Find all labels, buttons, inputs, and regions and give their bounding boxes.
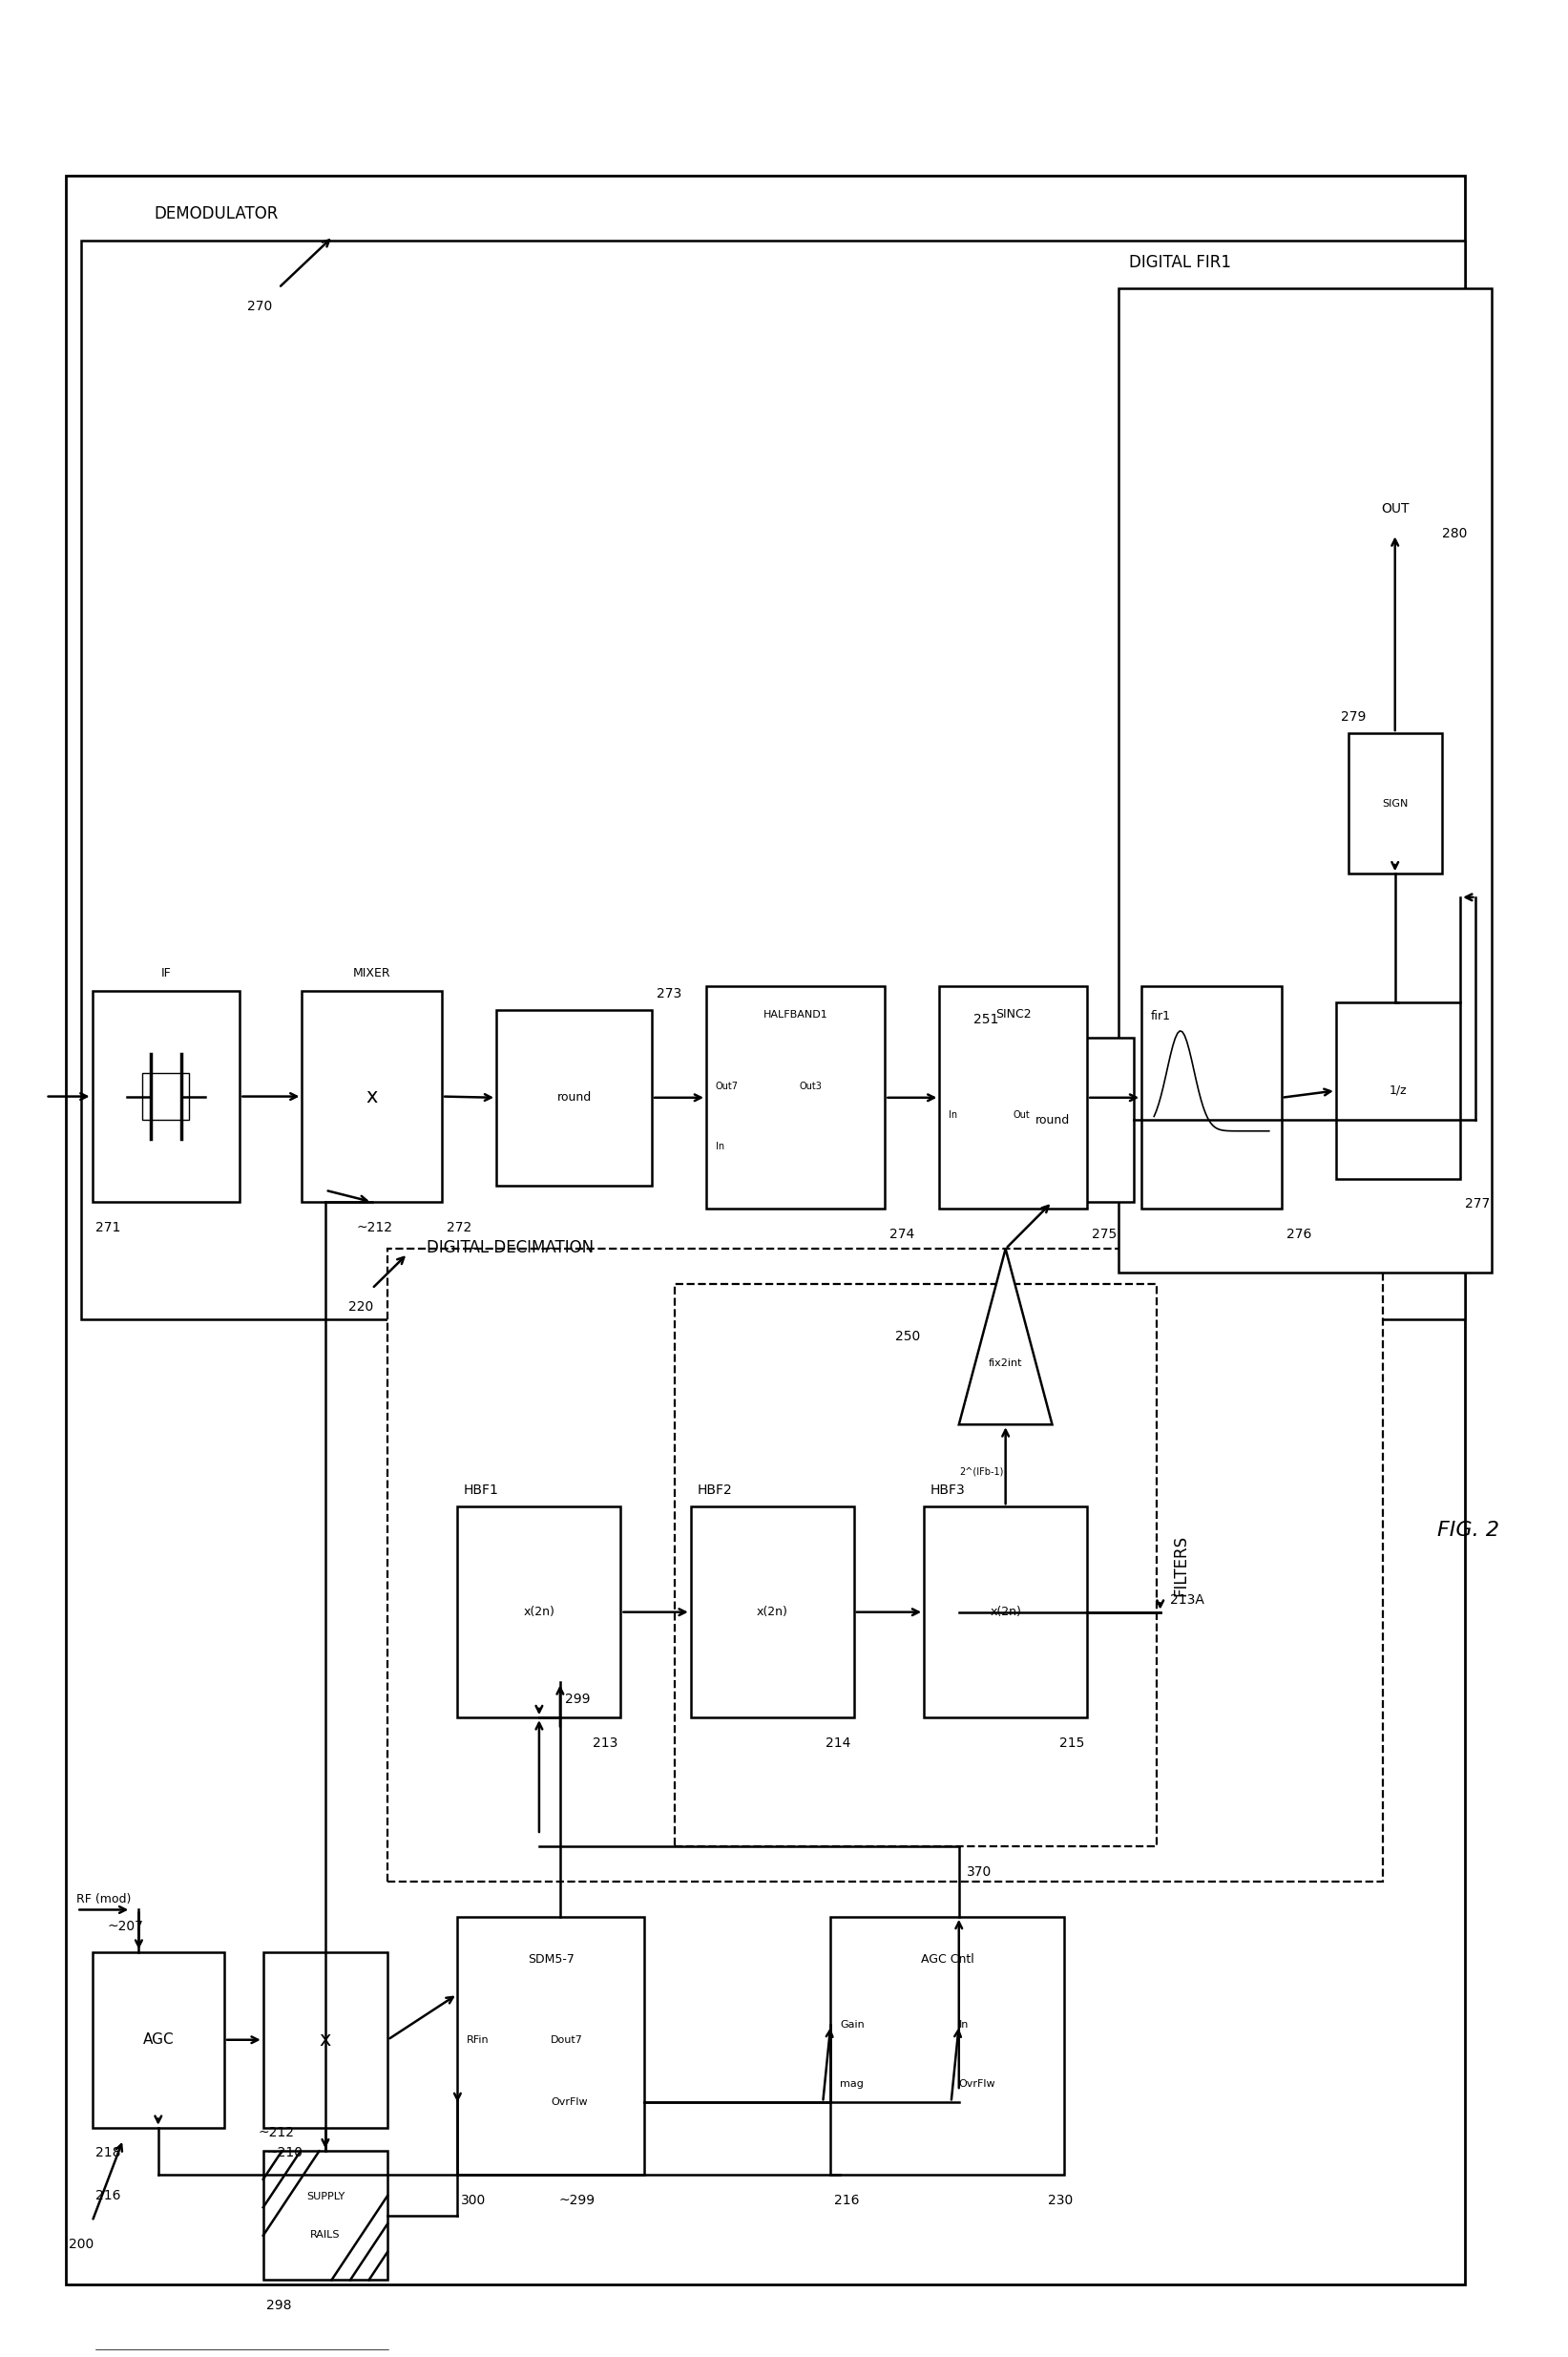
Text: Dout7: Dout7 — [550, 2036, 583, 2046]
Text: 280: 280 — [1441, 528, 1466, 540]
Text: fix2int: fix2int — [988, 1358, 1022, 1367]
Text: HALFBAND1: HALFBAND1 — [764, 1009, 828, 1018]
Text: 279: 279 — [1341, 709, 1366, 724]
Text: DEMODULATOR: DEMODULATOR — [154, 205, 279, 222]
Text: x: x — [320, 2029, 331, 2048]
Text: 251: 251 — [974, 1014, 999, 1025]
FancyBboxPatch shape — [458, 1506, 621, 1718]
Text: 274: 274 — [889, 1228, 914, 1242]
Text: 276: 276 — [1286, 1228, 1311, 1242]
Text: Gain: Gain — [840, 2020, 864, 2029]
Text: RF (mod): RF (mod) — [77, 1893, 132, 1904]
Text: SDM5-7: SDM5-7 — [527, 1952, 574, 1966]
Text: SINC2: SINC2 — [996, 1009, 1032, 1021]
Text: OvrFlw: OvrFlw — [960, 2079, 996, 2088]
Text: 216: 216 — [96, 2190, 121, 2201]
Text: HBF3: HBF3 — [930, 1485, 966, 1497]
Text: 273: 273 — [657, 988, 682, 999]
Text: 220: 220 — [348, 1301, 373, 1313]
FancyBboxPatch shape — [82, 240, 1465, 1320]
FancyBboxPatch shape — [497, 1009, 652, 1186]
Text: 277: 277 — [1465, 1197, 1490, 1211]
Text: round: round — [1035, 1115, 1069, 1127]
FancyBboxPatch shape — [971, 1037, 1134, 1202]
FancyBboxPatch shape — [1118, 288, 1491, 1273]
FancyBboxPatch shape — [263, 1952, 387, 2128]
Text: 271: 271 — [96, 1221, 121, 1235]
Text: 213A: 213A — [1170, 1593, 1204, 1607]
FancyBboxPatch shape — [706, 985, 884, 1209]
Text: IF: IF — [162, 966, 171, 978]
Text: x: x — [365, 1087, 378, 1105]
Text: 213: 213 — [593, 1737, 618, 1749]
Text: RAILS: RAILS — [310, 2230, 340, 2239]
FancyBboxPatch shape — [458, 1916, 644, 2176]
Text: 272: 272 — [447, 1221, 472, 1235]
Text: 1/z: 1/z — [1389, 1084, 1406, 1096]
FancyBboxPatch shape — [1142, 985, 1281, 1209]
Text: AGC Cntl: AGC Cntl — [920, 1952, 974, 1966]
Text: 200: 200 — [69, 2237, 94, 2251]
Text: round: round — [557, 1091, 591, 1103]
Text: mag: mag — [840, 2079, 864, 2088]
Text: ~212: ~212 — [259, 2126, 295, 2140]
Text: x(2n): x(2n) — [524, 1605, 555, 1619]
FancyBboxPatch shape — [1348, 733, 1441, 874]
Text: Out3: Out3 — [800, 1082, 822, 1091]
Text: DIGITAL FIR1: DIGITAL FIR1 — [1129, 255, 1231, 271]
Text: HBF2: HBF2 — [696, 1485, 732, 1497]
Text: fir1: fir1 — [1151, 1009, 1171, 1023]
Text: DIGITAL DECIMATION: DIGITAL DECIMATION — [426, 1240, 594, 1256]
Text: 2^(IFb-1): 2^(IFb-1) — [960, 1466, 1004, 1475]
FancyBboxPatch shape — [263, 2152, 387, 2279]
FancyBboxPatch shape — [93, 1952, 224, 2128]
Text: In: In — [715, 1141, 724, 1153]
Text: SUPPLY: SUPPLY — [306, 2192, 345, 2201]
Text: HBF1: HBF1 — [464, 1485, 499, 1497]
Text: 250: 250 — [895, 1329, 920, 1343]
Text: 230: 230 — [1049, 2194, 1074, 2206]
Text: AGC: AGC — [143, 2032, 174, 2046]
Text: 300: 300 — [461, 2194, 486, 2206]
Text: FIG. 2: FIG. 2 — [1436, 1520, 1499, 1539]
Text: ~299: ~299 — [558, 2194, 594, 2206]
Text: In: In — [949, 1110, 958, 1120]
Text: 215: 215 — [1058, 1737, 1083, 1749]
FancyBboxPatch shape — [831, 1916, 1063, 2176]
FancyBboxPatch shape — [691, 1506, 855, 1718]
Text: ~210: ~210 — [267, 2147, 303, 2159]
Polygon shape — [960, 1249, 1052, 1424]
Text: ~207: ~207 — [108, 1921, 144, 1933]
FancyBboxPatch shape — [939, 985, 1087, 1209]
FancyBboxPatch shape — [143, 1072, 190, 1120]
Text: x(2n): x(2n) — [757, 1605, 789, 1619]
Text: 270: 270 — [248, 299, 273, 313]
FancyBboxPatch shape — [303, 990, 442, 1202]
Text: x(2n): x(2n) — [989, 1605, 1021, 1619]
FancyBboxPatch shape — [93, 990, 240, 1202]
Text: 218: 218 — [96, 2147, 121, 2159]
FancyBboxPatch shape — [66, 174, 1465, 2284]
Text: Out7: Out7 — [715, 1082, 739, 1091]
Text: 370: 370 — [967, 1864, 991, 1879]
Text: SIGN: SIGN — [1381, 799, 1408, 808]
FancyBboxPatch shape — [387, 1249, 1383, 1881]
Text: 275: 275 — [1091, 1228, 1116, 1242]
Text: 216: 216 — [834, 2194, 859, 2206]
Text: 298: 298 — [267, 2298, 292, 2312]
Text: RFin: RFin — [467, 2036, 489, 2046]
Text: 299: 299 — [564, 1692, 590, 1706]
Text: Out: Out — [1013, 1110, 1030, 1120]
Text: OUT: OUT — [1381, 502, 1410, 516]
Text: ~212: ~212 — [356, 1221, 392, 1235]
FancyBboxPatch shape — [924, 1506, 1087, 1718]
Text: In: In — [960, 2020, 969, 2029]
Text: OvrFlw: OvrFlw — [550, 2098, 588, 2107]
Text: 214: 214 — [826, 1737, 851, 1749]
FancyBboxPatch shape — [676, 1285, 1157, 1846]
FancyBboxPatch shape — [1336, 1002, 1460, 1178]
Text: FILTERS: FILTERS — [1171, 1534, 1189, 1596]
Text: MIXER: MIXER — [353, 966, 390, 978]
